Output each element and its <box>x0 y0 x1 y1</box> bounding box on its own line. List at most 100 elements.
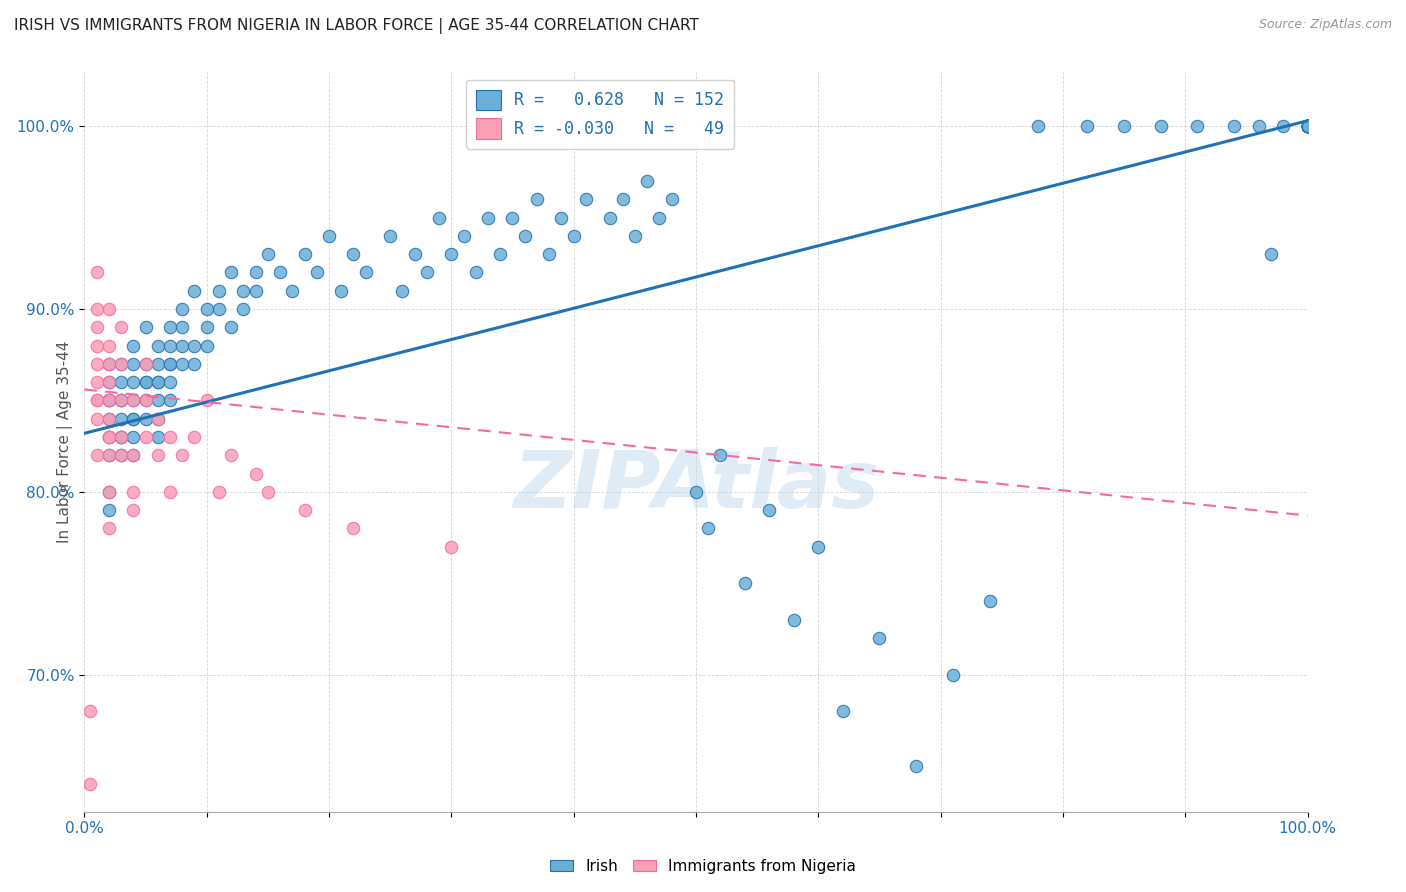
Point <box>1150 119 1173 133</box>
Point <box>1296 119 1319 133</box>
Point <box>122 503 145 517</box>
Point <box>97 393 120 408</box>
Point <box>159 357 181 371</box>
Point <box>305 265 328 279</box>
Point <box>245 265 267 279</box>
Point <box>97 448 120 462</box>
Point <box>135 375 157 389</box>
Point <box>172 320 194 334</box>
Point <box>183 357 205 371</box>
Point <box>1296 119 1319 133</box>
Point <box>1296 119 1319 133</box>
Point <box>159 338 181 352</box>
Point <box>122 484 145 499</box>
Point <box>942 667 965 681</box>
Point <box>86 357 108 371</box>
Point <box>391 284 413 298</box>
Point <box>110 393 132 408</box>
Point <box>502 211 524 225</box>
Point <box>97 521 120 535</box>
Point <box>416 265 439 279</box>
Point <box>1114 119 1136 133</box>
Point <box>110 393 132 408</box>
Point <box>427 211 450 225</box>
Point <box>342 247 364 261</box>
Point <box>97 430 120 444</box>
Point <box>318 228 340 243</box>
Point <box>245 467 267 481</box>
Point <box>281 284 304 298</box>
Point <box>110 448 132 462</box>
Point <box>97 338 120 352</box>
Point <box>146 375 169 389</box>
Point <box>159 320 181 334</box>
Point <box>636 174 658 188</box>
Point <box>219 320 242 334</box>
Point <box>526 192 548 206</box>
Point <box>97 484 120 499</box>
Point <box>562 228 585 243</box>
Point <box>1296 119 1319 133</box>
Point <box>122 430 145 444</box>
Point <box>97 375 120 389</box>
Point <box>1296 119 1319 133</box>
Point <box>159 430 181 444</box>
Point <box>807 540 830 554</box>
Point <box>97 411 120 425</box>
Point <box>97 393 120 408</box>
Point <box>575 192 598 206</box>
Point <box>135 357 157 371</box>
Point <box>1296 119 1319 133</box>
Point <box>135 320 157 334</box>
Point <box>1247 119 1270 133</box>
Point <box>1076 119 1098 133</box>
Point <box>159 484 181 499</box>
Point <box>122 411 145 425</box>
Point <box>195 393 218 408</box>
Point <box>195 301 218 316</box>
Point <box>97 503 120 517</box>
Point <box>122 357 145 371</box>
Point <box>599 211 621 225</box>
Point <box>269 265 291 279</box>
Point <box>1272 119 1295 133</box>
Legend: Irish, Immigrants from Nigeria: Irish, Immigrants from Nigeria <box>544 853 862 880</box>
Point <box>135 393 157 408</box>
Point <box>1296 119 1319 133</box>
Point <box>97 411 120 425</box>
Point <box>1296 119 1319 133</box>
Point <box>1296 119 1319 133</box>
Point <box>869 631 891 645</box>
Point <box>1028 119 1050 133</box>
Point <box>648 211 671 225</box>
Point <box>110 357 132 371</box>
Point <box>489 247 512 261</box>
Point <box>208 484 231 499</box>
Point <box>342 521 364 535</box>
Text: IRISH VS IMMIGRANTS FROM NIGERIA IN LABOR FORCE | AGE 35-44 CORRELATION CHART: IRISH VS IMMIGRANTS FROM NIGERIA IN LABO… <box>14 18 699 34</box>
Point <box>110 448 132 462</box>
Point <box>146 411 169 425</box>
Point <box>905 759 928 773</box>
Point <box>257 484 280 499</box>
Point <box>1296 119 1319 133</box>
Point <box>294 503 316 517</box>
Point <box>97 375 120 389</box>
Point <box>330 284 353 298</box>
Point <box>208 301 231 316</box>
Point <box>1296 119 1319 133</box>
Point <box>783 613 806 627</box>
Point <box>1296 119 1319 133</box>
Point <box>159 375 181 389</box>
Point <box>79 704 101 718</box>
Point <box>97 484 120 499</box>
Point <box>122 338 145 352</box>
Point <box>758 503 780 517</box>
Point <box>1296 119 1319 133</box>
Point <box>232 284 254 298</box>
Point <box>538 247 561 261</box>
Point <box>1296 119 1319 133</box>
Point <box>440 247 463 261</box>
Text: Source: ZipAtlas.com: Source: ZipAtlas.com <box>1258 18 1392 31</box>
Point <box>86 338 108 352</box>
